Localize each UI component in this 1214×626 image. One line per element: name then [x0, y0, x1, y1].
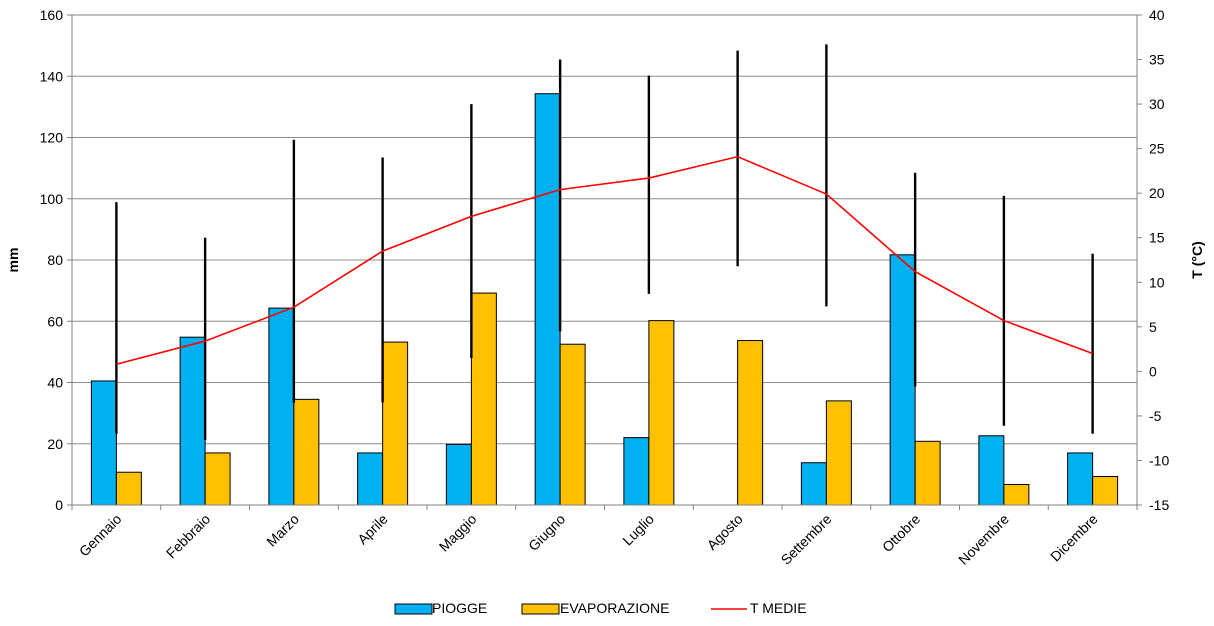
bar-piogge [357, 452, 384, 506]
right-tick-label: 20 [1149, 185, 1165, 201]
bar-piogge [445, 443, 472, 506]
bar-evaporazione [1003, 483, 1030, 506]
x-tick-label: Giugno [525, 511, 568, 554]
left-axis-title: mm [5, 248, 21, 273]
bar-piogge [179, 336, 206, 506]
bar-evaporazione [293, 398, 320, 506]
right-axis-title: T (°C) [1189, 241, 1205, 278]
bar-piogge [889, 254, 916, 506]
left-tick-label: 60 [47, 313, 63, 329]
bars [90, 93, 1119, 506]
bar-piogge [90, 380, 117, 506]
left-tick-label: 20 [47, 436, 63, 452]
right-tick-label: -15 [1149, 497, 1169, 513]
bar-evaporazione [648, 320, 675, 506]
x-tick-label: Agosto [704, 511, 746, 553]
left-tick-label: 140 [40, 68, 64, 84]
legend-swatch-evaporazione [521, 603, 560, 615]
bar-piogge [534, 93, 561, 506]
bar-evaporazione [825, 400, 852, 506]
right-tick-label: 10 [1149, 274, 1165, 290]
right-axis-ticks: -15 -10 -5 0 5 10 15 20 25 30 35 40 [1137, 7, 1169, 513]
bar-evaporazione [115, 471, 142, 506]
x-tick-label: Dicembre [1047, 511, 1101, 565]
bar-evaporazione [914, 440, 941, 506]
bar-evaporazione [470, 292, 497, 506]
bar-piogge [268, 307, 295, 506]
x-tick-label: Luglio [619, 511, 657, 549]
right-tick-label: -5 [1149, 408, 1162, 424]
x-tick-label: Settembre [778, 511, 835, 568]
right-tick-label: 25 [1149, 141, 1165, 157]
legend-label-evaporazione: EVAPORAZIONE [560, 600, 669, 616]
legend-label-piogge: PIOGGE [432, 600, 487, 616]
left-tick-label: 100 [40, 191, 64, 207]
right-tick-label: 40 [1149, 7, 1165, 23]
line-t-medie [116, 155, 1093, 366]
bar-piogge [978, 435, 1005, 506]
right-tick-label: -10 [1149, 452, 1169, 468]
bar-piogge [1067, 452, 1094, 506]
x-tick-label: Marzo [263, 511, 302, 550]
x-tick-label: Febbraio [163, 511, 214, 562]
bar-evaporazione [559, 343, 586, 506]
left-axis-ticks: 0 20 40 60 80 100 120 140 160 [40, 7, 72, 513]
bar-piogge [623, 437, 650, 506]
x-tick-label: Novembre [955, 511, 1012, 568]
x-tick-label: Aprile [354, 511, 391, 548]
bar-evaporazione [204, 452, 231, 506]
bar-piogge [800, 462, 827, 506]
legend-label-t-medie: T MEDIE [750, 600, 807, 616]
bar-evaporazione [1092, 476, 1119, 506]
temperature-range-lines [115, 44, 1094, 440]
left-tick-label: 0 [55, 497, 63, 513]
legend-swatch-piogge [394, 603, 433, 615]
right-tick-label: 15 [1149, 230, 1165, 246]
left-tick-label: 120 [40, 130, 64, 146]
x-tick-label: Ottobre [879, 511, 923, 555]
bar-evaporazione [382, 341, 409, 506]
right-tick-label: 0 [1149, 363, 1157, 379]
right-tick-label: 5 [1149, 319, 1157, 335]
right-tick-label: 30 [1149, 96, 1165, 112]
right-tick-label: 35 [1149, 52, 1165, 68]
x-axis-ticks: Gennaio Febbraio Marzo Aprile Maggio Giugno Lu… [71, 505, 1138, 568]
left-tick-label: 40 [47, 375, 63, 391]
x-tick-label: Gennaio [76, 511, 125, 560]
x-tick-label: Maggio [436, 511, 480, 555]
bar-evaporazione [737, 340, 764, 506]
temperature-line [116, 155, 1093, 366]
left-tick-label: 80 [47, 252, 63, 268]
grid-lines [72, 14, 1137, 506]
left-tick-label: 160 [40, 7, 64, 23]
legend: PIOGGE EVAPORAZIONE T MEDIE [394, 600, 807, 616]
